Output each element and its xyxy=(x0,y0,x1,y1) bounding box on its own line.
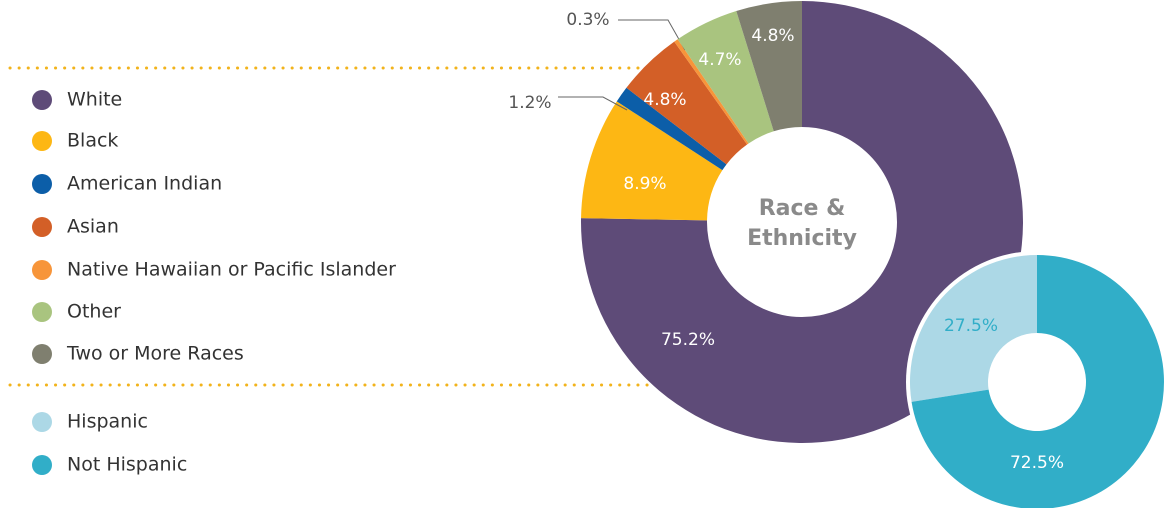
slice xyxy=(910,255,1037,402)
slice-label: 4.8% xyxy=(751,26,794,46)
hispanic-donut: 27.5% 72.5% xyxy=(906,251,1165,508)
slice-label: 27.5% xyxy=(944,316,998,336)
slice-label: 1.2% xyxy=(508,93,551,113)
slice-label: 4.8% xyxy=(643,90,686,110)
legend-label: American Indian xyxy=(67,173,222,195)
legend-label: Asian xyxy=(67,216,119,238)
slice xyxy=(736,1,802,132)
slice xyxy=(581,101,723,221)
legend-swatch xyxy=(32,217,52,237)
legend-swatch xyxy=(32,174,52,194)
slice xyxy=(581,1,1024,444)
legend: White Black American Indian Asian Native Haw… xyxy=(32,89,396,476)
slice xyxy=(674,39,749,145)
slice xyxy=(677,10,774,144)
legend-swatch xyxy=(32,131,52,151)
slice-label: 4.7% xyxy=(698,50,741,70)
legend-swatch xyxy=(32,90,52,110)
race-donut: 75.2% 8.9% 1.2% 4.8% 0.3% 4.7% 4.8% Race & Ethni… xyxy=(508,1,1024,444)
center-title: Race & Ethnicity xyxy=(747,196,857,251)
legend-swatch xyxy=(32,344,52,364)
slice-label: 0.3% xyxy=(566,10,609,30)
legend-label: Other xyxy=(67,301,121,323)
legend-swatch xyxy=(32,412,52,432)
slice xyxy=(626,41,748,165)
legend-label: Two or More Races xyxy=(66,343,244,365)
slice-label: 75.2% xyxy=(661,330,715,350)
slice xyxy=(911,255,1164,508)
legend-label: Native Hawaiian or Pacific Islander xyxy=(67,259,396,281)
legend-swatch xyxy=(32,455,52,475)
leader-line xyxy=(558,96,628,111)
legend-swatch xyxy=(32,260,52,280)
slice-label: 8.9% xyxy=(623,174,666,194)
slice xyxy=(616,87,727,171)
legend-label: Black xyxy=(67,130,118,152)
legend-label: Hispanic xyxy=(67,411,148,433)
slice-label: 72.5% xyxy=(1010,453,1064,473)
legend-swatch xyxy=(32,302,52,322)
legend-label: Not Hispanic xyxy=(67,454,187,476)
legend-label: White xyxy=(67,89,122,111)
